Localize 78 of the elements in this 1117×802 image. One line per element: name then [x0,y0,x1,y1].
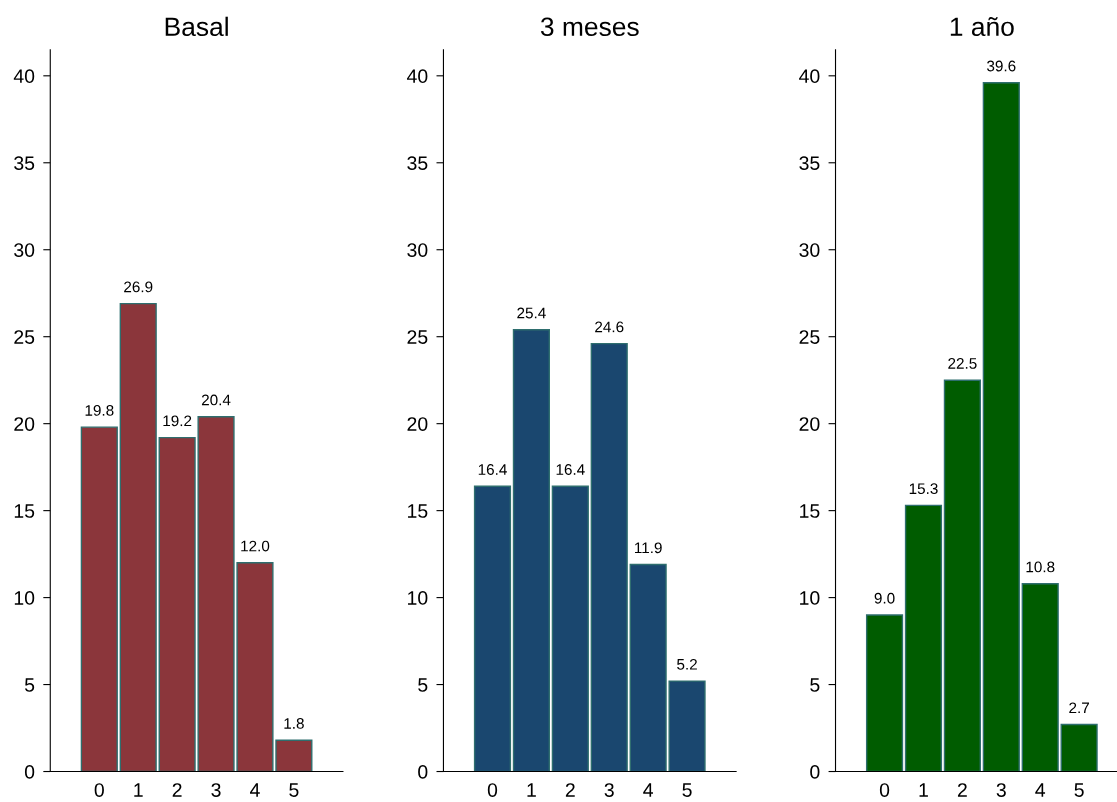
data-label: 12.0 [241,540,270,552]
bar [512,329,550,772]
data-label: 9.0 [874,592,895,604]
bar [1021,582,1059,772]
data-label: 24.6 [595,321,624,333]
data-label: 11.9 [635,542,662,554]
y-tick-label: 40 [799,69,820,84]
y-tick-label: 25 [14,330,35,344]
x-tick-label: 5 [1074,783,1084,797]
y-tick-label: 15 [800,504,820,518]
data-label: 25.4 [517,307,546,319]
y-tick-label: 5 [24,678,35,692]
bar [119,302,157,772]
y-tick-label: 0 [24,764,35,779]
y-tick-label: 30 [407,243,428,257]
y-tick-label: 10 [800,591,820,605]
y-tick-label: 25 [799,330,820,344]
data-label: 19.8 [85,404,114,416]
y-tick-label: 20 [799,417,820,431]
data-label: 39.6 [987,60,1016,72]
bar [473,485,512,772]
x-tick-label: 0 [487,783,498,797]
data-label: 10.8 [1026,561,1055,573]
y-tick-label: 0 [810,764,820,779]
data-label: 16.4 [478,464,507,475]
data-label: 22.5 [948,358,977,369]
y-tick-label: 40 [13,69,35,84]
data-label: 16.4 [556,464,585,475]
x-tick-label: 2 [172,783,182,797]
x-tick-label: 5 [289,783,299,797]
bar [590,342,628,772]
bar [982,82,1020,772]
chart-title: 3 meses [540,17,639,37]
bar [904,504,943,772]
x-tick-label: 4 [1035,783,1046,797]
y-tick-label: 35 [407,156,428,171]
data-label: 20.4 [201,394,231,406]
x-tick-label: 2 [565,783,575,797]
bar [943,379,981,772]
x-tick-label: 0 [879,783,890,797]
data-label: 2.7 [1069,702,1089,714]
y-tick-label: 35 [14,156,35,171]
x-tick-label: 1 [919,783,928,797]
x-tick-label: 3 [604,783,614,797]
data-label: 1.8 [284,718,304,729]
y-tick-label: 10 [408,591,428,605]
y-tick-label: 35 [799,156,820,171]
x-tick-label: 4 [250,783,260,797]
x-tick-label: 1 [134,783,143,797]
y-tick-label: 40 [406,69,428,84]
y-tick-label: 20 [407,417,428,431]
y-tick-label: 15 [408,504,428,518]
x-tick-label: 3 [996,783,1006,797]
data-label: 26.9 [124,281,153,293]
data-label: 5.2 [677,658,697,670]
y-tick-label: 5 [810,678,820,692]
y-tick-label: 20 [14,417,35,431]
y-tick-label: 0 [418,764,428,779]
chart-title: Basal [165,16,228,37]
y-tick-label: 10 [14,591,35,605]
bar [865,614,904,772]
x-tick-label: 2 [957,783,967,797]
x-tick-label: 4 [643,783,653,797]
x-tick-label: 5 [682,783,692,797]
y-tick-label: 25 [407,330,428,344]
x-tick-label: 3 [211,783,221,797]
data-label: 19.2 [163,415,192,427]
x-tick-label: 1 [527,783,536,797]
bar [1060,723,1098,772]
chart-title: 1 año [950,16,1014,37]
y-tick-label: 30 [799,243,820,257]
x-tick-label: 0 [94,783,104,797]
y-tick-label: 15 [14,504,35,518]
data-label: 15.3 [909,483,938,495]
bar [80,426,118,772]
y-tick-label: 30 [14,243,35,257]
bar [551,485,589,772]
y-tick-label: 5 [418,678,428,692]
